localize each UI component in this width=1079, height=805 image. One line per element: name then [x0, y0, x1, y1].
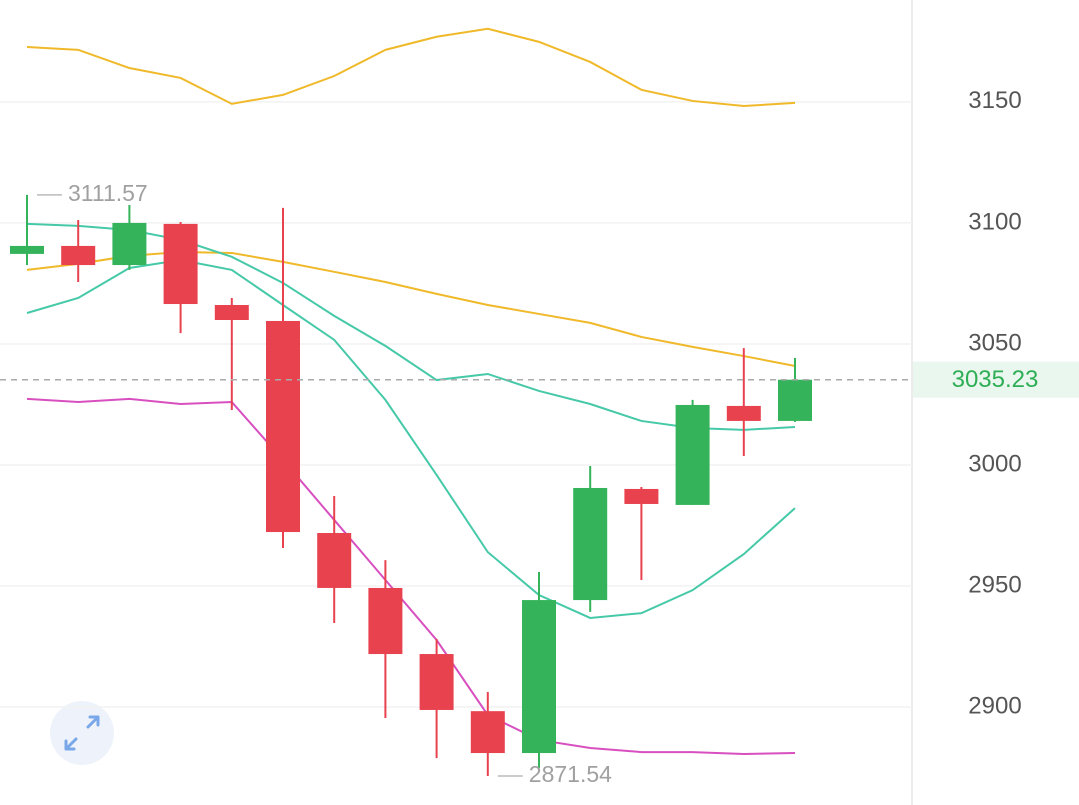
expand-button[interactable] — [50, 701, 114, 765]
expand-icon[interactable] — [64, 715, 100, 751]
candle-body — [522, 600, 556, 754]
low-label: 2871.54 — [529, 761, 612, 787]
indicator-line — [26, 397, 796, 756]
indicator-line — [26, 250, 796, 367]
candle-body — [163, 223, 198, 305]
y-tick-label: 3150 — [968, 87, 1021, 114]
candle-body — [419, 654, 454, 710]
candle-body — [61, 245, 96, 266]
y-tick-label: 3000 — [968, 450, 1021, 477]
candle-body — [10, 245, 44, 254]
candle-body — [573, 487, 608, 601]
last-price-label: 3035.23 — [952, 366, 1039, 393]
indicator-line — [26, 258, 796, 619]
y-tick-label: 3050 — [968, 329, 1021, 356]
y-tick-label: 3100 — [968, 208, 1021, 235]
candle-body — [624, 488, 659, 504]
y-tick-label: 2950 — [968, 571, 1021, 598]
candle-body — [470, 711, 505, 754]
last-price-tag — [913, 361, 1079, 398]
y-tick-label: 2900 — [968, 692, 1021, 719]
candle-body — [675, 404, 710, 505]
indicator-line — [26, 27, 796, 108]
indicator-line — [26, 222, 796, 431]
candle-body — [317, 533, 352, 588]
candle-body — [112, 222, 147, 266]
candle-body — [214, 304, 249, 320]
high-label: 3111.57 — [68, 180, 148, 206]
candle-body — [266, 320, 300, 533]
expand-button-bg[interactable] — [50, 701, 114, 765]
candle-body — [778, 379, 812, 421]
candle-body — [726, 405, 761, 421]
candle-body — [368, 587, 403, 655]
